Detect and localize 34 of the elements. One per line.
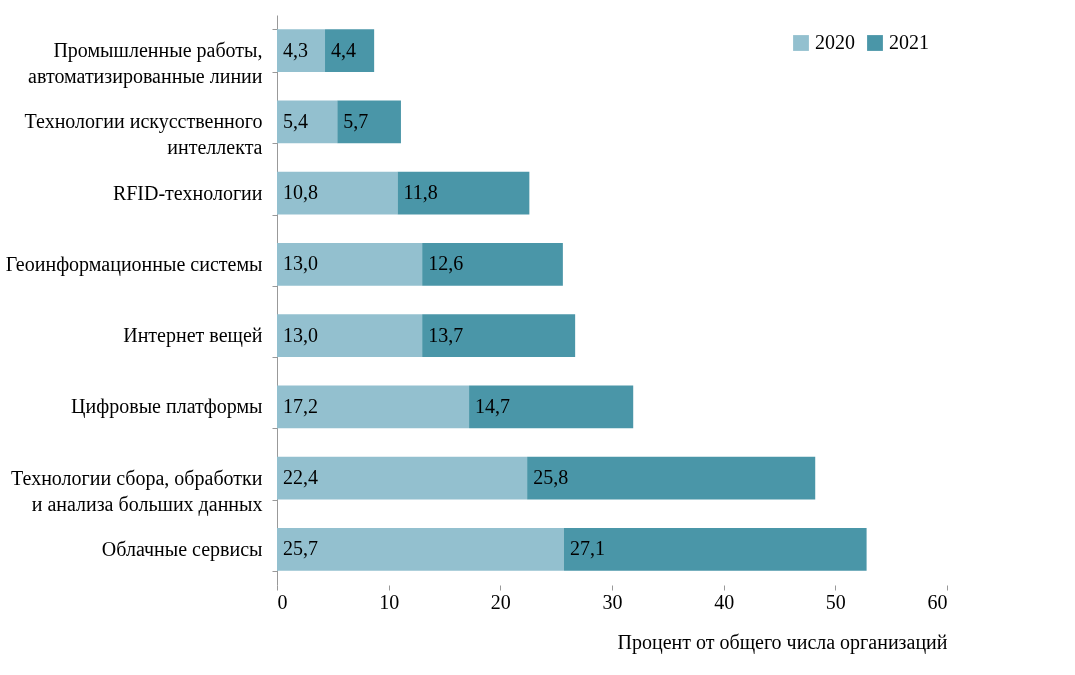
x-tick-label: 20 xyxy=(490,590,511,613)
x-tick-label: 10 xyxy=(379,590,400,613)
y-tick-label: Технологии сбора, обработки и анализа больших данных xyxy=(11,466,263,516)
data-label: 25,7 xyxy=(283,537,318,560)
data-label: 27,1 xyxy=(569,537,605,560)
x-tick-label: 50 xyxy=(825,590,846,613)
y-tick-label: Облачные сервисы xyxy=(101,537,263,561)
data-label: 5,4 xyxy=(283,109,308,132)
x-tick-label: 60 xyxy=(927,590,948,613)
legend-label: 2020 xyxy=(815,31,855,53)
data-label: 14,7 xyxy=(475,394,511,417)
y-tick-label: Интернет вещей xyxy=(123,324,263,348)
x-tick-label: 30 xyxy=(602,590,623,613)
data-label: 25,8 xyxy=(533,466,569,489)
data-label: 13,7 xyxy=(428,323,464,346)
y-tick-label: Цифровые платформы xyxy=(71,395,263,419)
data-label: 4,4 xyxy=(331,38,357,61)
x-tick-label: 0 xyxy=(277,590,288,613)
data-label: 11,8 xyxy=(403,181,438,204)
y-tick-label: Геоинформационные системы xyxy=(5,252,263,276)
data-label: 5,7 xyxy=(343,109,369,132)
y-tick-label: RFID-технологии xyxy=(112,181,263,204)
legend-label: 2021 xyxy=(889,31,929,53)
data-label: 13,0 xyxy=(283,323,318,346)
x-axis-title: Процент от общего числа организаций xyxy=(617,630,948,654)
x-tick-label: 40 xyxy=(714,590,735,613)
data-label: 12,6 xyxy=(428,252,464,275)
data-label: 17,2 xyxy=(283,394,318,417)
data-label: 10,8 xyxy=(283,181,318,204)
data-label: 13,0 xyxy=(283,252,318,275)
y-tick-label: Технологии искусственного интеллекта xyxy=(24,110,263,159)
data-label: 4,3 xyxy=(283,38,308,61)
data-label: 22,4 xyxy=(283,466,318,489)
y-tick-label: Промышленные работы, автоматизированные линии xyxy=(28,39,263,89)
